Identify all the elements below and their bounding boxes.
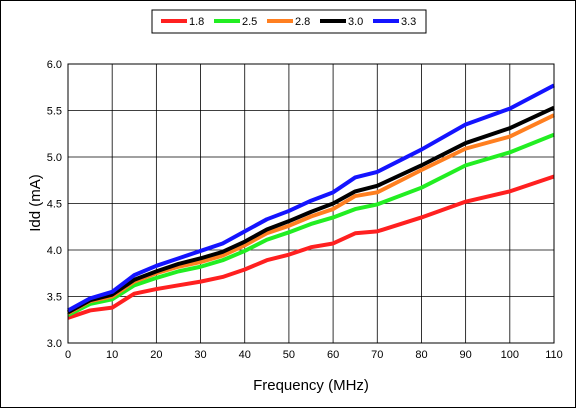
x-tick-label: 70 <box>371 349 383 361</box>
x-tick-labels: 0 10 20 30 40 50 60 70 80 90 100 110 <box>65 349 563 361</box>
y-tick-label: 3.0 <box>47 338 62 350</box>
y-tick-label: 5.0 <box>47 152 62 164</box>
y-tick-label: 6.0 <box>47 59 62 71</box>
x-axis-title: Frequency (MHz) <box>253 377 369 394</box>
y-tick-label: 4.0 <box>47 245 62 257</box>
x-tick-label: 100 <box>501 349 519 361</box>
x-tick-label: 50 <box>283 349 295 361</box>
plot-border <box>67 63 555 344</box>
legend-label: 3.0 <box>348 16 363 28</box>
x-tick-label: 30 <box>194 349 206 361</box>
y-tick-label: 3.5 <box>47 292 62 304</box>
y-tick-label: 4.5 <box>47 199 62 211</box>
legend: 1.8 2.5 2.8 3.0 3.3 <box>151 9 427 34</box>
x-tick-label: 60 <box>327 349 339 361</box>
y-tick-label: 5.5 <box>47 106 62 118</box>
series-line-3.3 <box>67 83 555 313</box>
x-tick-label: 80 <box>415 349 427 361</box>
x-tick-label: 0 <box>65 349 71 361</box>
series-line-2.5 <box>67 132 555 317</box>
legend-label: 3.3 <box>401 16 416 28</box>
x-tick-label: 110 <box>545 349 563 361</box>
x-tick-label: 90 <box>460 349 472 361</box>
series-line-3.0 <box>67 105 555 315</box>
x-tick-label: 40 <box>239 349 251 361</box>
y-tick-labels: 3.0 3.5 4.0 4.5 5.0 5.5 6.0 <box>47 59 62 350</box>
y-axis-title: Idd (mA) <box>27 174 44 232</box>
legend-label: 1.8 <box>189 16 204 28</box>
series-lines <box>67 83 555 320</box>
series-line-1.8 <box>67 174 555 320</box>
x-tick-label: 20 <box>150 349 162 361</box>
legend-label: 2.5 <box>242 16 257 28</box>
legend-label: 2.8 <box>295 16 310 28</box>
x-tick-label: 10 <box>106 349 118 361</box>
